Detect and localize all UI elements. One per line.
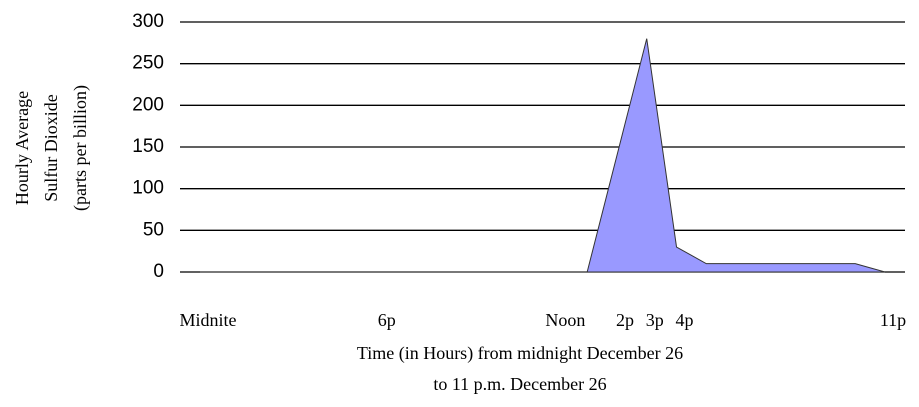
y-tick-label: 250	[132, 53, 164, 74]
x-axis-label: Time (in Hours) from midnight December 2…	[357, 343, 683, 364]
x-tick-label: 3p	[646, 310, 664, 330]
y-tick-label: 100	[132, 178, 164, 199]
area	[200, 38, 886, 273]
x-tick-label: Noon	[545, 310, 585, 330]
y-tick-label: 200	[132, 94, 164, 115]
y-tick-label: 150	[132, 136, 164, 157]
y-axis-label: Hourly Average	[12, 91, 32, 205]
x-tick-label: 2p	[616, 310, 634, 330]
y-axis-label: (parts per billion)	[70, 85, 91, 211]
y-axis-label: Sulfur Dioxide	[41, 94, 61, 202]
x-tick-label: 6p	[378, 310, 396, 330]
y-tick-label: 300	[132, 11, 164, 32]
x-tick-label: 4p	[676, 310, 694, 330]
x-axis-label: to 11 p.m. December 26	[433, 374, 606, 394]
y-tick-label: 0	[153, 261, 164, 282]
y-tick-label: 50	[143, 219, 164, 240]
x-tick-label: Midnite	[180, 310, 237, 330]
x-tick-label: 11p	[880, 310, 906, 330]
